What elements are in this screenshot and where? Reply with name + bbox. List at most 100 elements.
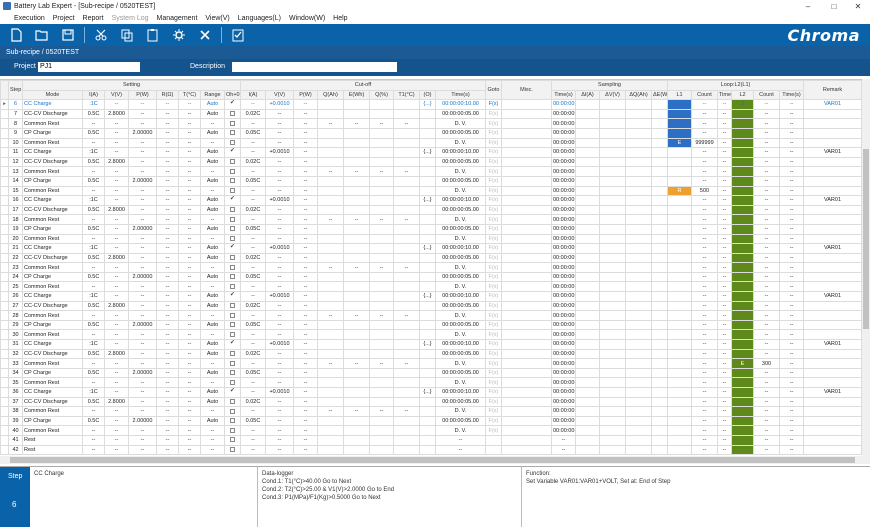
table-row[interactable]: 23 Common Rest -- -- -- -- -- -- -- -- -- -- -- -- -- D… — [0, 262, 862, 273]
cell-t[interactable]: -- — [178, 434, 201, 446]
column-header[interactable]: ΔE(Wh) — [651, 89, 668, 101]
cell-remark[interactable] — [803, 214, 862, 225]
cell-mode[interactable]: CP Charge — [22, 223, 83, 235]
cell-misc[interactable] — [501, 233, 552, 245]
cell-s1[interactable] — [575, 118, 600, 129]
cell-cnt2[interactable]: -- — [753, 425, 780, 436]
cell-ct[interactable] — [393, 204, 420, 216]
cell-s2[interactable] — [599, 396, 626, 408]
cell-time[interactable]: D. V. — [435, 233, 486, 245]
cell-ce[interactable] — [343, 175, 370, 187]
row-selector[interactable] — [0, 434, 9, 446]
cell-s2[interactable] — [599, 147, 626, 158]
cell-s1[interactable] — [575, 271, 600, 283]
cell-o[interactable]: {...} — [419, 339, 436, 350]
cell-cp[interactable]: -- — [293, 319, 318, 331]
cell-p[interactable]: -- — [128, 166, 157, 177]
cell-st[interactable]: 00:00:00:00.01 — [551, 396, 576, 408]
cell-cnt2[interactable]: -- — [753, 118, 780, 129]
cell-st[interactable]: 00:00:00:00.01 — [551, 348, 576, 360]
cell-p[interactable]: 2.00000 — [128, 319, 157, 331]
cell-v[interactable]: -- — [104, 406, 129, 417]
menu-languages[interactable]: Languages(L) — [237, 14, 281, 22]
cell-r[interactable]: -- — [156, 252, 179, 264]
cell-ci[interactable]: -- — [240, 185, 266, 197]
cell-t[interactable]: -- — [178, 396, 201, 408]
cell-ce[interactable] — [343, 137, 370, 149]
cell-lt1[interactable]: -- — [717, 204, 732, 216]
cell-i[interactable]: -- — [82, 434, 105, 446]
cell-n[interactable]: 15 — [8, 185, 23, 197]
cell-o[interactable] — [419, 329, 436, 341]
cell-lt1[interactable]: -- — [717, 262, 732, 273]
cell-cp[interactable]: -- — [293, 377, 318, 388]
cell-cnt2[interactable]: -- — [753, 223, 780, 235]
cell-range[interactable]: -- — [200, 434, 225, 446]
cell-remark[interactable]: VAR01 — [803, 243, 862, 254]
cell-s2[interactable] — [599, 444, 626, 456]
cell-st[interactable]: 00:00:00:00.01 — [551, 300, 576, 312]
cell-mode[interactable]: CC Charge — [22, 99, 83, 110]
table-row[interactable]: ▸6CC Charge:1C--------Auto--+0.0010--{..… — [0, 99, 862, 110]
cell-cv[interactable]: -- — [265, 252, 294, 264]
cell-range[interactable]: -- — [200, 358, 225, 369]
cell-i[interactable]: 0.5C — [82, 156, 105, 168]
cell-ci[interactable]: 0.05C — [240, 271, 266, 283]
cell-ci[interactable]: -- — [240, 262, 266, 273]
cell-s2[interactable] — [599, 214, 626, 225]
cell-remark[interactable] — [803, 425, 862, 436]
cell-mode[interactable]: Common Rest — [22, 377, 83, 388]
cell-n[interactable]: 11 — [8, 147, 23, 158]
cell-o[interactable] — [419, 262, 436, 273]
cell-l1[interactable] — [667, 358, 692, 369]
settings-gear-icon[interactable] — [169, 26, 189, 44]
cell-cq[interactable] — [317, 252, 344, 264]
cell-cq[interactable] — [317, 348, 344, 360]
cell-lt1[interactable]: -- — [717, 300, 732, 312]
cell-misc[interactable] — [501, 99, 552, 110]
cell-ce[interactable] — [343, 415, 370, 427]
cell-r[interactable]: -- — [156, 396, 179, 408]
cell-s2[interactable] — [599, 156, 626, 168]
cell-cq[interactable]: -- — [317, 118, 344, 129]
cell-cnt1[interactable]: -- — [691, 310, 718, 321]
table-row[interactable]: 27 CC-CV Discharge 0.5C 2.8000 -- -- -- Auto 0.0… — [0, 300, 862, 312]
cell-n[interactable]: 14 — [8, 175, 23, 187]
remark-column-header[interactable]: Remark — [803, 80, 862, 101]
cell-chk[interactable] — [224, 377, 241, 388]
cell-chk[interactable] — [224, 195, 241, 206]
cell-cq[interactable] — [317, 367, 344, 379]
cell-cnt2[interactable]: -- — [753, 175, 780, 187]
cell-cv[interactable]: -- — [265, 358, 294, 369]
cell-l1[interactable] — [667, 281, 692, 293]
cell-cqp[interactable] — [369, 271, 394, 283]
cell-s2[interactable] — [599, 262, 626, 273]
cell-v[interactable]: 2.8000 — [104, 396, 129, 408]
table-row[interactable]: 9 CP Charge 0.5C -- 2.00000 -- -- Auto 0.05C -- --… — [0, 127, 862, 139]
cell-t[interactable]: -- — [178, 271, 201, 283]
cell-remark[interactable] — [803, 434, 862, 446]
cell-misc[interactable] — [501, 396, 552, 408]
cell-s3[interactable] — [625, 415, 652, 427]
cell-o[interactable]: {...} — [419, 291, 436, 302]
row-selector[interactable] — [0, 358, 9, 369]
cell-time[interactable]: 00:00:00:05.00 — [435, 223, 486, 235]
cell-n[interactable]: 16 — [8, 195, 23, 206]
cell-time[interactable]: 00:00:00:10.00 — [435, 99, 486, 110]
cell-l2[interactable] — [731, 118, 754, 129]
cell-lt1[interactable]: -- — [717, 195, 732, 206]
cell-cp[interactable]: -- — [293, 204, 318, 216]
cell-l1[interactable] — [667, 262, 692, 273]
cell-goto[interactable]: F(x) — [485, 127, 502, 139]
cell-time[interactable]: D. V. — [435, 137, 486, 149]
cell-lt2[interactable]: -- — [778, 233, 805, 245]
cell-range[interactable]: Auto — [200, 223, 225, 235]
oh-checkbox[interactable] — [230, 111, 235, 117]
cell-lt2[interactable]: -- — [778, 185, 805, 197]
cell-cnt1[interactable]: -- — [691, 175, 718, 187]
cell-cnt1[interactable]: -- — [691, 252, 718, 264]
cell-t[interactable]: -- — [178, 329, 201, 341]
cell-s2[interactable] — [599, 271, 626, 283]
cell-chk[interactable] — [224, 118, 241, 129]
cell-s1[interactable] — [575, 310, 600, 321]
